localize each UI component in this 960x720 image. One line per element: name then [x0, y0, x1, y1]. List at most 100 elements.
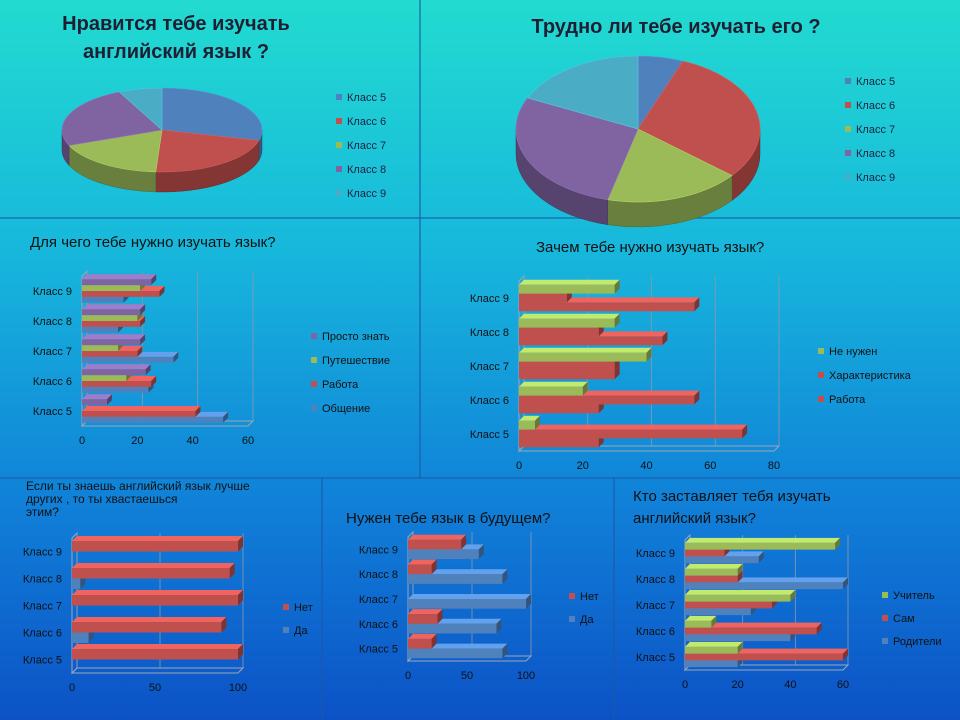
category-label: Класс 9: [470, 293, 509, 305]
bar-side: [614, 279, 620, 294]
legend-label: Класс 7: [347, 140, 386, 152]
bar: [408, 574, 503, 584]
legend-swatch: [336, 142, 342, 148]
bar-side: [437, 609, 443, 624]
bar-top: [408, 594, 531, 599]
bar: [72, 632, 89, 644]
bar-side: [758, 551, 764, 564]
chart-title-line: Если ты знаешь английский язык лучше: [26, 479, 250, 493]
x-tick-label: 20: [131, 435, 143, 447]
bar: [82, 339, 141, 346]
bar-side: [478, 544, 484, 560]
bar: [685, 556, 759, 564]
bar-side: [461, 534, 467, 550]
legend-swatch: [845, 78, 851, 84]
bar-side: [835, 537, 841, 550]
chart-title-line: Зачем тебе нужно изучать язык?: [536, 239, 764, 256]
bar: [685, 627, 817, 635]
bar: [82, 411, 196, 417]
legend-label: Класс 8: [347, 164, 386, 176]
bar-top: [685, 641, 743, 647]
bar: [72, 621, 222, 633]
bar-top: [519, 415, 540, 421]
legend-swatch: [845, 126, 851, 132]
bar-top: [519, 279, 620, 285]
bar: [685, 582, 843, 590]
bar-side: [431, 633, 437, 649]
bar: [519, 404, 599, 414]
bar: [519, 336, 663, 346]
bar-side: [140, 304, 146, 316]
chart-title-line: этим?: [26, 505, 59, 519]
bar-top: [408, 633, 437, 639]
bar: [82, 315, 138, 321]
bar: [82, 375, 127, 381]
bar-top: [72, 616, 227, 622]
bar: [82, 399, 107, 406]
bar: [408, 614, 438, 624]
bar: [519, 302, 695, 312]
pie-slice: [161, 87, 263, 141]
bar-side: [582, 381, 588, 396]
category-label: Класс 9: [359, 544, 398, 556]
bar-side: [502, 569, 508, 584]
bar: [72, 648, 238, 660]
legend-swatch: [569, 593, 575, 599]
category-label: Класс 9: [33, 286, 72, 298]
bar: [519, 386, 583, 396]
bar: [519, 361, 615, 371]
category-label: Класс 6: [636, 626, 675, 638]
bar: [519, 284, 615, 294]
bar: [519, 395, 695, 405]
bar: [82, 285, 141, 291]
bar: [685, 549, 725, 557]
bar: [519, 438, 599, 448]
axis-floor: [70, 667, 245, 674]
x-tick-label: 50: [461, 670, 473, 682]
bar-side: [614, 313, 620, 328]
category-label: Класс 5: [470, 429, 509, 441]
bar-top: [408, 559, 437, 565]
bar-side: [737, 570, 743, 583]
bar: [408, 549, 479, 560]
bar-side: [711, 615, 717, 628]
legend-swatch: [818, 372, 824, 378]
bar: [82, 369, 146, 376]
x-tick-label: 60: [837, 679, 849, 691]
bar-side: [496, 618, 502, 634]
category-label: Класс 5: [33, 406, 72, 418]
bar: [685, 608, 751, 616]
legend-label: Путешествие: [322, 355, 390, 367]
legend-label: Работа: [322, 379, 359, 391]
bar-side: [694, 297, 700, 312]
category-label: Класс 8: [23, 574, 62, 586]
x-tick-label: 0: [682, 679, 688, 691]
bar-top: [685, 589, 796, 595]
bar: [82, 381, 152, 387]
legend-swatch: [882, 615, 888, 621]
bar: [72, 540, 238, 552]
legend-label: Да: [580, 614, 594, 626]
bar: [82, 416, 224, 423]
x-tick-label: 50: [149, 682, 161, 694]
bar-side: [790, 589, 796, 602]
bar-top: [82, 304, 146, 310]
bar-top: [685, 537, 841, 543]
category-label: Класс 7: [636, 600, 675, 612]
bar: [82, 351, 138, 357]
bar: [82, 321, 141, 327]
bar-side: [843, 577, 848, 590]
bar: [519, 370, 615, 380]
bar-side: [140, 316, 146, 327]
x-tick-label: 100: [229, 682, 247, 694]
bar: [685, 542, 836, 550]
category-label: Класс 6: [23, 628, 62, 640]
pie-chart-difficulty: Трудно ли тебе изучать его ? Класс 5 Класс…: [515, 16, 895, 228]
category-label: Класс 8: [33, 316, 72, 328]
bar-top: [408, 534, 467, 540]
category-label: Класс 8: [470, 327, 509, 339]
legend-label: Да: [294, 625, 308, 637]
bar: [72, 567, 230, 579]
legend-label: Класс 6: [347, 116, 386, 128]
